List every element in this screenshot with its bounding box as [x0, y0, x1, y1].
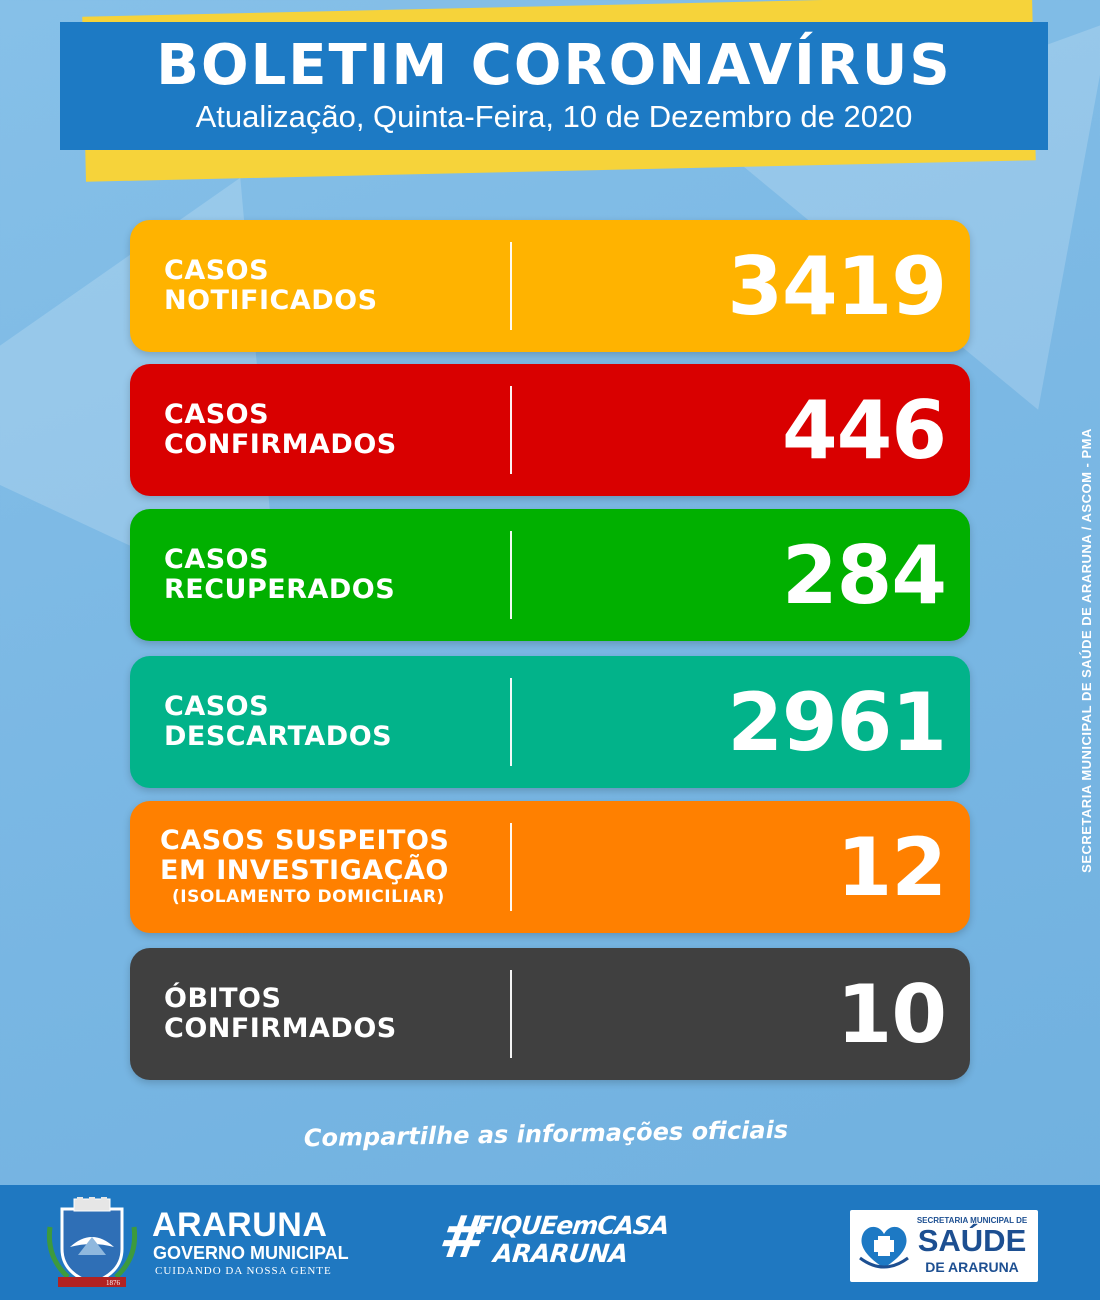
share-message: Compartilhe as informações oficiais — [303, 1115, 789, 1153]
card-casos-suspeitos: CASOS SUSPEITOS EM INVESTIGAÇÃO (ISOLAME… — [130, 801, 970, 933]
card-label-line1: CASOS — [164, 399, 270, 430]
city-subtitle: GOVERNO MUNICIPAL — [153, 1243, 349, 1263]
card-value: 284 — [782, 528, 947, 622]
card-value: 446 — [782, 383, 947, 477]
card-label: ÓBITOS CONFIRMADOS — [164, 948, 524, 1080]
saude-logo: SECRETARIA MUNICIPAL DE SAÚDE DE ARARUNA — [850, 1210, 1038, 1282]
card-label-line3: (ISOLAMENTO DOMICILIAR) — [172, 887, 445, 907]
card-label-line2: EM INVESTIGAÇÃO — [160, 855, 449, 886]
card-casos-descartados: CASOS DESCARTADOS 2961 — [130, 656, 970, 788]
card-label-line1: CASOS — [164, 255, 270, 286]
card-divider — [510, 531, 512, 619]
update-date: Atualização, Quinta-Feira, 10 de Dezembr… — [195, 99, 913, 134]
card-divider — [510, 386, 512, 474]
card-casos-recuperados: CASOS RECUPERADOS 284 — [130, 509, 970, 641]
card-label: CASOS SUSPEITOS EM INVESTIGAÇÃO (ISOLAME… — [160, 801, 520, 933]
city-name: ARARUNA — [152, 1206, 328, 1244]
city-tagline: CUIDANDO DA NOSSA GENTE — [155, 1265, 332, 1277]
page-title: BOLETIM CORONAVÍRUS — [156, 33, 952, 98]
heart-cross-icon — [859, 1226, 909, 1269]
card-label-line1: ÓBITOS — [164, 983, 282, 1014]
card-value: 2961 — [727, 675, 947, 769]
crest-year: 1876 — [106, 1279, 121, 1287]
side-credit: SECRETARIA MUNICIPAL DE SAÚDE DE ARARUNA… — [1074, 390, 1098, 910]
saude-line1: SECRETARIA MUNICIPAL DE — [916, 1216, 1028, 1225]
hashtag-line2: ARARUNA — [492, 1239, 630, 1268]
card-divider — [510, 823, 512, 911]
side-credit-text: SECRETARIA MUNICIPAL DE SAÚDE DE ARARUNA… — [1078, 427, 1094, 873]
header-banner: BOLETIM CORONAVÍRUS Atualização, Quinta-… — [60, 22, 1048, 150]
card-label: CASOS RECUPERADOS — [164, 509, 524, 641]
saude-line2: SAÚDE — [917, 1223, 1027, 1258]
card-label-line2: RECUPERADOS — [164, 574, 396, 605]
araruna-crest-icon: 1876 — [46, 1197, 138, 1287]
card-label: CASOS NOTIFICADOS — [164, 220, 524, 352]
card-label: CASOS DESCARTADOS — [164, 656, 524, 788]
card-value: 10 — [836, 967, 947, 1061]
card-casos-notificados: CASOS NOTIFICADOS 3419 — [130, 220, 970, 352]
card-label-line2: NOTIFICADOS — [164, 285, 378, 316]
card-casos-confirmados: CASOS CONFIRMADOS 446 — [130, 364, 970, 496]
card-value: 12 — [836, 820, 947, 914]
card-divider — [510, 242, 512, 330]
card-label: CASOS CONFIRMADOS — [164, 364, 524, 496]
card-label-line1: CASOS — [164, 691, 270, 722]
card-divider — [510, 678, 512, 766]
card-label-line2: CONFIRMADOS — [164, 429, 397, 460]
card-obitos-confirmados: ÓBITOS CONFIRMADOS 10 — [130, 948, 970, 1080]
card-label-line1: CASOS SUSPEITOS — [160, 825, 450, 856]
card-divider — [510, 970, 512, 1058]
card-value: 3419 — [727, 239, 947, 333]
card-label-line1: CASOS — [164, 544, 270, 575]
hashtag-line1: FIQUEemCASA — [474, 1211, 671, 1240]
footer-bar: 1876 ARARUNA GOVERNO MUNICIPAL CUIDANDO … — [0, 1185, 1100, 1300]
card-label-line2: CONFIRMADOS — [164, 1013, 397, 1044]
card-label-line2: DESCARTADOS — [164, 721, 393, 752]
saude-line3: DE ARARUNA — [925, 1259, 1019, 1275]
